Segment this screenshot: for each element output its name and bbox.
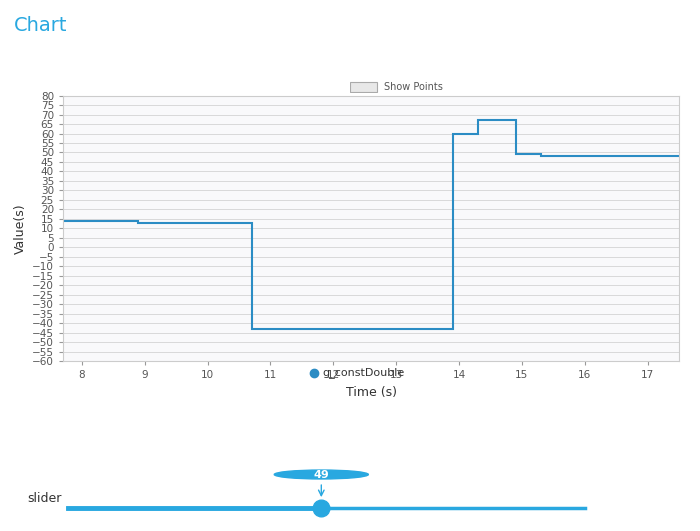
Text: Show Points: Show Points	[384, 82, 443, 92]
Text: STOP ACQUISITION: STOP ACQUISITION	[287, 55, 413, 67]
Text: 49: 49	[314, 469, 329, 479]
FancyBboxPatch shape	[350, 82, 377, 92]
Text: Zoom: Zoom	[517, 82, 547, 92]
Circle shape	[274, 470, 368, 479]
Text: Show All: Show All	[585, 82, 633, 92]
Y-axis label: Value(s): Value(s)	[13, 203, 27, 254]
Text: START ACQUISITION: START ACQUISITION	[64, 55, 197, 67]
Text: g_constDouble: g_constDouble	[322, 367, 405, 379]
Text: slider: slider	[27, 492, 62, 504]
Text: CLEAR GRAPHS: CLEAR GRAPHS	[518, 55, 620, 67]
Text: IMPORT DATA: IMPORT DATA	[302, 410, 398, 423]
Text: Chart: Chart	[14, 16, 67, 35]
X-axis label: Time (s): Time (s)	[346, 386, 396, 399]
